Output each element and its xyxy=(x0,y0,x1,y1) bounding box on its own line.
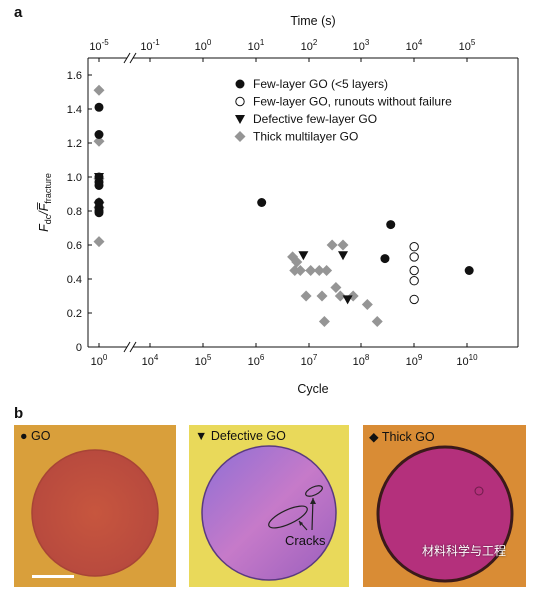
bottom-tick-label: 108 xyxy=(353,353,370,368)
data-point xyxy=(338,251,349,261)
panel-b-label: b xyxy=(14,405,24,422)
bottom-tick-label: 109 xyxy=(406,353,423,368)
y-tick-label: 1.6 xyxy=(67,70,82,82)
legend-marker xyxy=(235,79,245,89)
legend-entry-label: Thick multilayer GO xyxy=(253,130,358,144)
data-point xyxy=(94,130,104,139)
data-point xyxy=(464,266,474,275)
data-point xyxy=(291,256,303,268)
top-axis-title: Time (s) xyxy=(290,14,335,28)
y-tick-label: 0.6 xyxy=(67,240,82,252)
legend-marker xyxy=(235,96,245,107)
data-point xyxy=(318,316,330,327)
data-point xyxy=(94,102,104,112)
y-tick-label: 1.0 xyxy=(67,172,82,184)
defective-go-image: Cracks xyxy=(201,445,337,581)
defective-go-photo: Cracks ▼ Defective GO xyxy=(189,425,349,587)
data-point xyxy=(409,252,419,262)
data-point xyxy=(305,265,317,276)
top-tick-label: 102 xyxy=(301,38,318,53)
go-membrane-photo: ● GO xyxy=(14,425,176,587)
bottom-tick-label: 107 xyxy=(301,353,318,368)
axis-break-mark xyxy=(123,52,131,64)
data-point xyxy=(409,242,419,252)
go-photo-label: ● GO xyxy=(20,429,51,443)
bottom-tick-label: 100 xyxy=(91,353,108,368)
data-point xyxy=(257,198,267,207)
data-point xyxy=(313,265,325,276)
bottom-tick-label: 104 xyxy=(142,353,159,368)
data-point xyxy=(337,239,349,251)
thick-go-photo-label: ◆ Thick GO xyxy=(369,430,435,444)
data-point xyxy=(371,316,383,327)
y-tick-label: 1.2 xyxy=(67,138,82,150)
top-tick-label: 103 xyxy=(353,38,370,53)
data-point xyxy=(298,251,309,261)
data-point xyxy=(380,254,390,264)
top-tick-label: 104 xyxy=(406,38,423,53)
chart-points xyxy=(93,84,474,327)
y-tick-label: 1.4 xyxy=(67,104,82,116)
go-membrane-image xyxy=(31,449,159,578)
thick-go-photo: ◆ Thick GO 材料科学与工程 xyxy=(363,425,526,587)
y-tick-label: 0.4 xyxy=(67,274,82,286)
data-point xyxy=(300,290,312,302)
top-tick-label: 105 xyxy=(459,38,476,53)
data-point xyxy=(361,299,373,310)
scale-bar xyxy=(32,575,74,578)
data-point xyxy=(93,135,105,147)
bottom-axis-title: Cycle xyxy=(297,382,328,396)
y-tick-label: 0.2 xyxy=(67,308,82,320)
legend-marker xyxy=(234,131,246,142)
crack-outline-1 xyxy=(268,505,308,529)
data-point xyxy=(289,265,301,276)
axis-break-mark xyxy=(129,341,137,353)
thick-go-image xyxy=(376,445,514,583)
data-point xyxy=(316,290,328,302)
panel-a-label: a xyxy=(14,4,23,21)
bottom-tick-label: 105 xyxy=(195,353,212,368)
data-point xyxy=(94,208,104,218)
bottom-tick-label: 1010 xyxy=(456,353,478,368)
data-point xyxy=(409,276,419,286)
top-tick-label: 101 xyxy=(248,38,265,53)
legend-entry-label: Few-layer GO, runouts without failure xyxy=(253,95,452,109)
data-point xyxy=(326,239,338,251)
chart-legend: Few-layer GO (<5 layers) Few-layer GO, ru… xyxy=(234,77,452,144)
cracks-annotation: Cracks xyxy=(285,533,326,548)
data-point xyxy=(321,265,333,276)
legend-marker xyxy=(235,115,245,124)
data-point xyxy=(94,173,104,182)
fatigue-scatter-chart: 100 104 105 106 107 108 109 1010 10-5 10-1 100 101 1… xyxy=(37,14,519,396)
axis-break-mark xyxy=(129,52,137,64)
top-tick-label: 10-5 xyxy=(89,38,109,53)
data-point xyxy=(409,265,419,276)
data-point xyxy=(342,295,353,305)
bottom-tick-label: 106 xyxy=(248,353,265,368)
data-point xyxy=(334,290,346,302)
y-tick-label: 0 xyxy=(76,342,82,354)
top-tick-label: 100 xyxy=(195,38,212,53)
y-tick-label: 0.8 xyxy=(67,206,82,218)
watermark-text: 材料科学与工程 xyxy=(421,544,506,558)
legend-entry-label: Few-layer GO (<5 layers) xyxy=(253,77,388,91)
data-point xyxy=(94,201,104,211)
defective-go-photo-label: ▼ Defective GO xyxy=(195,429,286,443)
chart-axes: 100 104 105 106 107 108 109 1010 10-5 10-1 100 101 1… xyxy=(37,14,519,396)
axis-break-mark xyxy=(123,341,131,353)
data-point xyxy=(294,265,306,276)
y-axis-title: Fdc/F̅fracture xyxy=(37,173,53,232)
data-point xyxy=(93,84,105,96)
legend-entry-label: Defective few-layer GO xyxy=(253,112,377,126)
top-tick-label: 10-1 xyxy=(140,38,160,53)
data-point xyxy=(386,220,396,230)
crack-outline-2 xyxy=(305,485,323,497)
data-point xyxy=(93,236,105,248)
data-point xyxy=(330,282,342,293)
data-point xyxy=(409,294,419,305)
data-point xyxy=(94,181,104,190)
